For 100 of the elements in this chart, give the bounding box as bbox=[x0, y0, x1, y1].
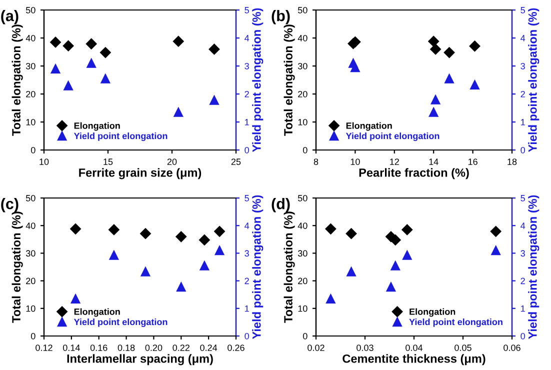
point bbox=[430, 94, 440, 104]
point bbox=[208, 44, 220, 55]
point bbox=[86, 58, 96, 68]
y-tick-label: 50 bbox=[26, 6, 36, 14]
point bbox=[402, 224, 413, 236]
point bbox=[86, 38, 97, 50]
y2-tick-label: 1 bbox=[521, 305, 525, 312]
legend-label: Elongation bbox=[410, 308, 456, 317]
y-tick-label: 0 bbox=[31, 146, 36, 154]
y-tick-label: 20 bbox=[26, 90, 36, 98]
x-tick-label: 10 bbox=[40, 158, 49, 165]
legend-label: Yield point elongation bbox=[74, 132, 168, 141]
y2-tick-label: 5 bbox=[244, 7, 249, 14]
point bbox=[386, 282, 396, 292]
point bbox=[346, 266, 356, 276]
point bbox=[50, 64, 60, 74]
point bbox=[64, 80, 74, 90]
y2-axis-title: Yield point elongation (%) bbox=[252, 8, 264, 152]
y-tick-label: 20 bbox=[26, 278, 36, 284]
point bbox=[172, 36, 184, 47]
point bbox=[350, 62, 360, 72]
y-tick-label: 10 bbox=[26, 305, 36, 312]
y2-tick-label: 4 bbox=[244, 35, 250, 42]
y2-axis-title: Yield point elongation (%) bbox=[528, 8, 540, 152]
point bbox=[100, 47, 111, 58]
point bbox=[176, 231, 187, 242]
y-tick-label: 40 bbox=[26, 34, 36, 42]
point bbox=[176, 282, 186, 292]
y-axis-title: Total elongation (%) bbox=[284, 212, 295, 323]
point bbox=[198, 234, 210, 246]
x-tick-label: 0.16 bbox=[90, 344, 108, 351]
y2-tick-label: 2 bbox=[520, 90, 525, 98]
point bbox=[402, 250, 412, 260]
point bbox=[444, 47, 455, 58]
y2-tick-label: 3 bbox=[244, 250, 249, 257]
y2-tick-label: 4 bbox=[520, 35, 526, 42]
x-tick-label: 25 bbox=[231, 158, 241, 165]
y2-tick-label: 3 bbox=[520, 250, 525, 257]
legend-label: Elongation bbox=[74, 308, 120, 317]
point bbox=[470, 80, 480, 90]
x-tick-label: 15 bbox=[104, 158, 113, 165]
point bbox=[390, 260, 400, 270]
point bbox=[140, 266, 150, 276]
point bbox=[444, 74, 454, 84]
y2-tick-label: 2 bbox=[520, 278, 525, 284]
x-axis-title: Interlamellar spacing (μm) bbox=[67, 354, 213, 366]
y-tick-label: 30 bbox=[298, 62, 308, 70]
point bbox=[326, 294, 336, 304]
y-tick-label: 50 bbox=[298, 194, 308, 202]
y2-tick-label: 2 bbox=[244, 90, 249, 98]
x-tick-label: 0.26 bbox=[228, 344, 244, 351]
x-axis-title: Ferrite grain size (μm) bbox=[79, 168, 202, 180]
y-tick-label: 10 bbox=[298, 305, 308, 312]
x-tick-label: 0.22 bbox=[172, 344, 190, 351]
y2-tick-label: 4 bbox=[244, 222, 250, 229]
point bbox=[430, 44, 442, 55]
x-tick-label: 8 bbox=[314, 158, 318, 165]
y2-tick-label: 1 bbox=[245, 119, 249, 126]
x-tick-label: 0.20 bbox=[145, 344, 162, 351]
x-tick-label: 0.12 bbox=[36, 344, 52, 351]
x-tick-label: 0.06 bbox=[504, 344, 520, 351]
y-tick-label: 10 bbox=[298, 118, 308, 126]
y2-tick-label: 5 bbox=[244, 195, 249, 202]
x-axis-title: Pearlite fraction (%) bbox=[359, 168, 469, 180]
y2-axis-title: Yield point elongation (%) bbox=[528, 195, 540, 340]
point bbox=[210, 95, 219, 105]
y2-tick-label: 0 bbox=[520, 332, 525, 340]
x-tick-label: 0.24 bbox=[200, 344, 218, 351]
y-tick-label: 30 bbox=[26, 62, 36, 70]
point bbox=[109, 250, 119, 260]
x-tick-label: 0.02 bbox=[308, 344, 324, 351]
point bbox=[200, 260, 210, 270]
x-tick-label: 14 bbox=[429, 158, 438, 165]
y-tick-label: 30 bbox=[298, 250, 308, 257]
y2-tick-label: 1 bbox=[245, 305, 249, 312]
chart-title: (c) bbox=[1, 198, 18, 212]
x-axis-title: Cementite thickness (μm) bbox=[342, 354, 486, 366]
point bbox=[214, 226, 226, 237]
point bbox=[428, 36, 440, 47]
chart-title: (d) bbox=[272, 198, 290, 212]
y-tick-label: 50 bbox=[298, 6, 308, 14]
x-tick-label: 18 bbox=[508, 158, 517, 165]
y2-tick-label: 0 bbox=[520, 146, 525, 154]
point bbox=[491, 246, 501, 256]
x-tick-label: 0.05 bbox=[454, 344, 472, 351]
y-axis-title: Total elongation (%) bbox=[12, 24, 23, 136]
point bbox=[346, 228, 357, 240]
y-tick-label: 0 bbox=[31, 332, 36, 340]
x-tick-label: 0.04 bbox=[406, 344, 423, 351]
point bbox=[174, 107, 184, 117]
y-axis-title: Total elongation (%) bbox=[284, 24, 295, 136]
y-tick-label: 30 bbox=[26, 250, 36, 257]
y2-tick-label: 0 bbox=[244, 332, 249, 340]
y2-tick-label: 4 bbox=[520, 222, 526, 229]
y-tick-label: 20 bbox=[298, 90, 308, 98]
y2-tick-label: 5 bbox=[520, 7, 525, 14]
x-tick-label: 0.14 bbox=[62, 344, 80, 351]
legend-label: Yield point elongation bbox=[409, 318, 502, 327]
point bbox=[469, 40, 480, 52]
y-tick-label: 0 bbox=[303, 332, 308, 340]
